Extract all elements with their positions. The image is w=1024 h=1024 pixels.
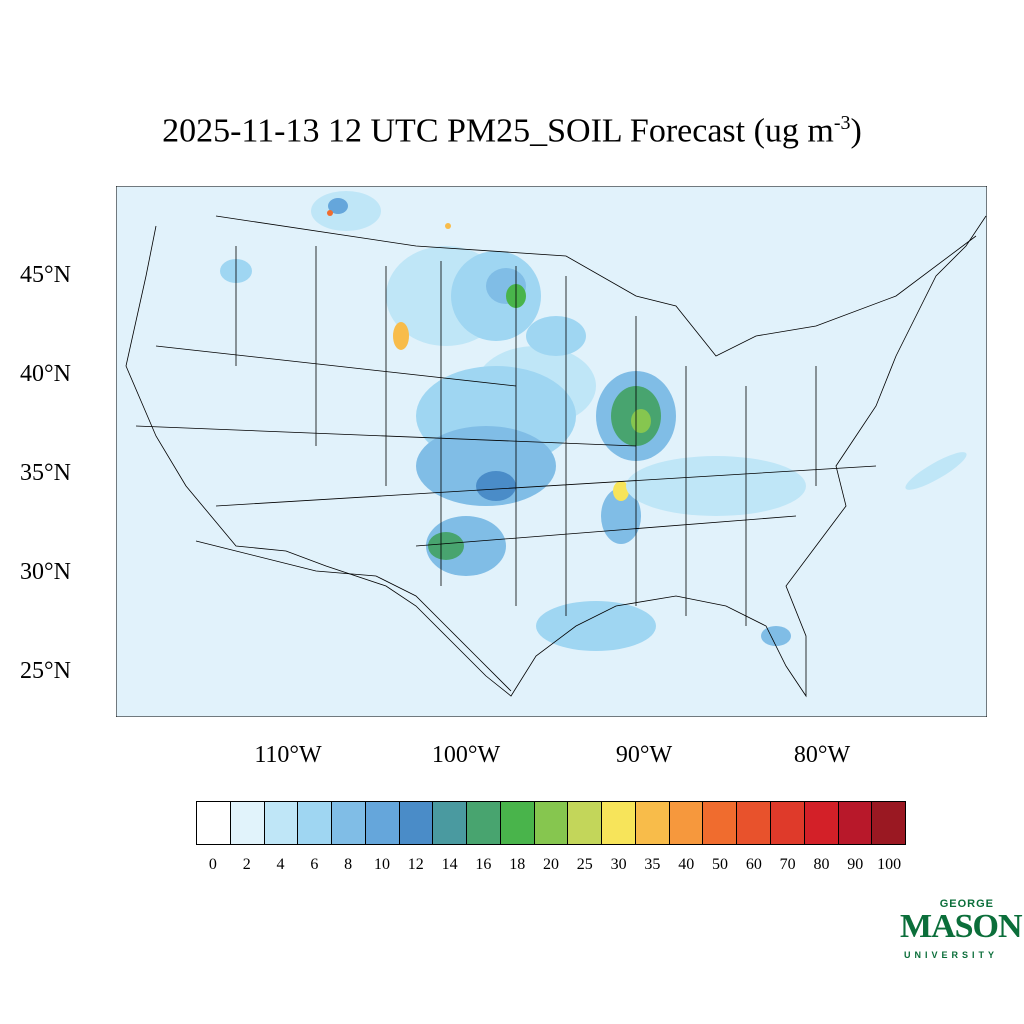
colorbar-box-18 xyxy=(804,802,839,844)
colorbar-box-8 xyxy=(467,802,501,844)
colorbar-box-17 xyxy=(771,802,805,844)
colorbar-label-1: 2 xyxy=(242,856,251,873)
colorbar-box-7 xyxy=(433,802,468,844)
colorbar-label-14: 40 xyxy=(678,856,695,873)
colorbar-box-0 xyxy=(197,802,231,844)
colorbar-label-19: 90 xyxy=(847,856,864,873)
colorbar-box-14 xyxy=(669,802,704,844)
colorbar-label-11: 25 xyxy=(576,856,593,873)
colorbar-label-2: 4 xyxy=(276,856,285,873)
colorbar-box-16 xyxy=(737,802,772,844)
logo-university: UNIVERSITY xyxy=(904,950,999,960)
title-close: ) xyxy=(850,112,862,150)
colorbar-box-4 xyxy=(332,802,366,844)
colorbar-label-10: 20 xyxy=(543,856,559,873)
colorbar-box-9 xyxy=(500,802,535,844)
colorbar-label-7: 14 xyxy=(441,856,458,873)
colorbar-label-8: 16 xyxy=(475,856,492,873)
colorbar-label-0: 0 xyxy=(208,856,217,873)
lat-label-45n: 45°N xyxy=(20,262,71,288)
colorbar-box-20 xyxy=(872,802,906,844)
colorbar-box-13 xyxy=(635,802,670,844)
lat-label-30n: 30°N xyxy=(20,559,71,585)
logo-george: GEORGE xyxy=(939,898,994,910)
title-superscript: -3 xyxy=(833,112,851,134)
colorbar xyxy=(196,801,906,845)
canada-border xyxy=(215,215,977,357)
colorbar-label-17: 70 xyxy=(779,856,796,873)
colorbar-box-2 xyxy=(264,802,299,844)
colorbar-box-15 xyxy=(703,802,738,844)
title-text: 2025-11-13 12 UTC PM25_SOIL Forecast (ug… xyxy=(162,112,834,150)
lon-label-80w: 80°W xyxy=(793,742,851,768)
colorbar-label-6: 12 xyxy=(407,856,424,873)
lon-label-100w: 100°W xyxy=(431,742,501,768)
colorbar-box-3 xyxy=(298,802,333,844)
colorbar-label-16: 60 xyxy=(745,856,762,873)
colorbar-label-4: 8 xyxy=(344,856,353,873)
colorbar-box-11 xyxy=(568,802,603,844)
mexico-border xyxy=(195,540,512,692)
lon-label-90w: 90°W xyxy=(615,742,673,768)
map-plot xyxy=(116,186,987,717)
colorbar-label-15: 50 xyxy=(712,856,729,873)
colorbar-label-5: 10 xyxy=(373,856,390,873)
colorbar-label-3: 6 xyxy=(310,856,319,873)
colorbar-box-1 xyxy=(230,802,265,844)
colorbar-box-12 xyxy=(602,802,636,844)
colorbar-label-18: 80 xyxy=(813,856,830,873)
lat-label-40n: 40°N xyxy=(20,361,71,387)
colorbar-label-20: 100 xyxy=(877,856,902,873)
colorbar-labels: 0 2 4 6 8 10 12 14 16 18 20 25 30 35 40 50 60 70 80 90 100 xyxy=(196,856,906,880)
lat-label-25n: 25°N xyxy=(20,658,71,684)
state-lines xyxy=(135,246,877,626)
colorbar-box-6 xyxy=(399,802,434,844)
chart-title: 2025-11-13 12 UTC PM25_SOIL Forecast (ug… xyxy=(0,112,1024,150)
logo-mason: MASON xyxy=(900,908,1023,945)
colorbar-label-13: 35 xyxy=(644,856,661,873)
boundaries xyxy=(125,215,987,698)
colorbar-box-5 xyxy=(365,802,400,844)
colorbar-box-10 xyxy=(534,802,569,844)
colorbar-label-12: 30 xyxy=(610,856,627,873)
concentration-fields xyxy=(220,191,967,651)
lon-label-110w: 110°W xyxy=(254,742,322,768)
gmu-logo: GEORGE MASON UNIVERSITY xyxy=(896,898,1023,968)
colorbar-box-19 xyxy=(838,802,873,844)
us-coastline xyxy=(125,215,987,698)
lat-label-35n: 35°N xyxy=(20,460,71,486)
colorbar-label-9: 18 xyxy=(509,856,526,873)
